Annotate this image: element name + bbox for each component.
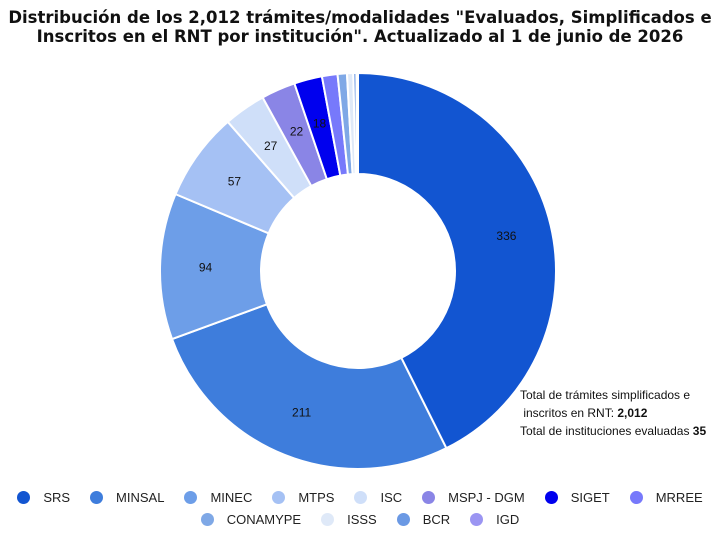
- slice-srs[interactable]: [357, 71, 557, 450]
- donut-slices: [159, 71, 557, 470]
- legend-item-igd[interactable]: IGD: [470, 512, 519, 527]
- legend-label: SIGET: [570, 489, 610, 505]
- note-line-2: inscritos en RNT: 2,012: [520, 404, 706, 422]
- legend-row-2: CONAMYPE ISSS BCR IGD: [0, 508, 720, 530]
- legend-label: IGD: [496, 511, 520, 527]
- legend-item-mrree[interactable]: MRREE: [629, 489, 703, 505]
- data-label-mspj-dgm: 22: [290, 124, 304, 138]
- legend-item-isss[interactable]: ISSS: [321, 512, 377, 527]
- legend-label: MSPJ - DGM: [448, 489, 525, 505]
- legend-label: ISSS: [347, 511, 377, 527]
- note-line-3-text: Total de instituciones evaluadas: [520, 424, 693, 438]
- data-label-siget: 18: [313, 116, 327, 130]
- legend-label: SRS: [43, 489, 71, 505]
- data-label-minec: 94: [199, 260, 213, 274]
- legend-item-mtps[interactable]: MTPS: [272, 490, 334, 505]
- total-instituciones-value: 35: [692, 424, 707, 438]
- data-label-isc: 27: [264, 139, 278, 153]
- legend-item-minsal[interactable]: MINSAL: [90, 490, 164, 505]
- legend-label: MRREE: [655, 489, 703, 505]
- legend-swatch: [422, 490, 436, 504]
- legend-label: MTPS: [298, 489, 335, 505]
- legend-row-1: SRS MINSAL MINEC MTPS ISC MSPJ - DGM SIGET MRRE…: [0, 486, 720, 508]
- donut-data-labels: 336 211 94 57 27 22 18: [199, 116, 517, 419]
- chart-title: Distribución de los 2,012 trámites/modal…: [0, 8, 720, 46]
- totals-note: Total de trámites simplificados e inscri…: [520, 386, 706, 440]
- legend-item-siget[interactable]: SIGET: [544, 489, 610, 505]
- slice-igd[interactable]: [355, 71, 359, 176]
- legend-item-isc[interactable]: ISC: [354, 490, 402, 505]
- legend-item-mspj-dgm[interactable]: MSPJ - DGM: [422, 490, 525, 505]
- legend-item-srs[interactable]: SRS: [17, 490, 70, 505]
- chart-title-line-1: Distribución de los 2,012 trámites/modal…: [8, 8, 712, 27]
- legend-swatch: [321, 512, 335, 526]
- legend-swatch: [90, 490, 104, 504]
- legend-swatch: [470, 512, 484, 526]
- legend-label: CONAMYPE: [226, 511, 302, 527]
- data-label-srs: 336: [496, 229, 516, 243]
- data-label-minsal: 211: [292, 406, 311, 420]
- chart-legend: SRS MINSAL MINEC MTPS ISC MSPJ - DGM SIGET MRRE…: [0, 486, 720, 530]
- legend-item-conamype[interactable]: CONAMYPE: [200, 511, 302, 527]
- note-line-2-text: inscritos en RNT:: [523, 406, 618, 420]
- data-label-mtps: 57: [228, 175, 242, 189]
- slice-minsal[interactable]: [170, 303, 448, 470]
- note-line-1: Total de trámites simplificados e: [520, 388, 691, 402]
- legend-swatch: [272, 490, 286, 504]
- legend-swatch: [354, 490, 368, 504]
- legend-item-minec[interactable]: MINEC: [184, 490, 252, 505]
- total-tramites-value: 2,012: [617, 406, 648, 420]
- chart-title-line-2: Inscritos en el RNT por institución". Ac…: [36, 27, 684, 46]
- legend-swatch: [200, 512, 214, 526]
- legend-swatch: [396, 512, 410, 526]
- legend-swatch: [184, 490, 198, 504]
- note-line-3: Total de instituciones evaluadas 35: [520, 422, 706, 440]
- legend-label: MINSAL: [116, 489, 165, 505]
- legend-swatch: [17, 490, 31, 504]
- legend-swatch: [544, 490, 558, 504]
- legend-swatch: [629, 490, 643, 504]
- donut-chart: 336 211 94 57 27 22 18: [159, 71, 557, 470]
- legend-item-bcr[interactable]: BCR: [396, 511, 451, 527]
- legend-label: MINEC: [210, 489, 253, 505]
- legend-label: BCR: [422, 511, 451, 527]
- legend-label: ISC: [380, 489, 403, 505]
